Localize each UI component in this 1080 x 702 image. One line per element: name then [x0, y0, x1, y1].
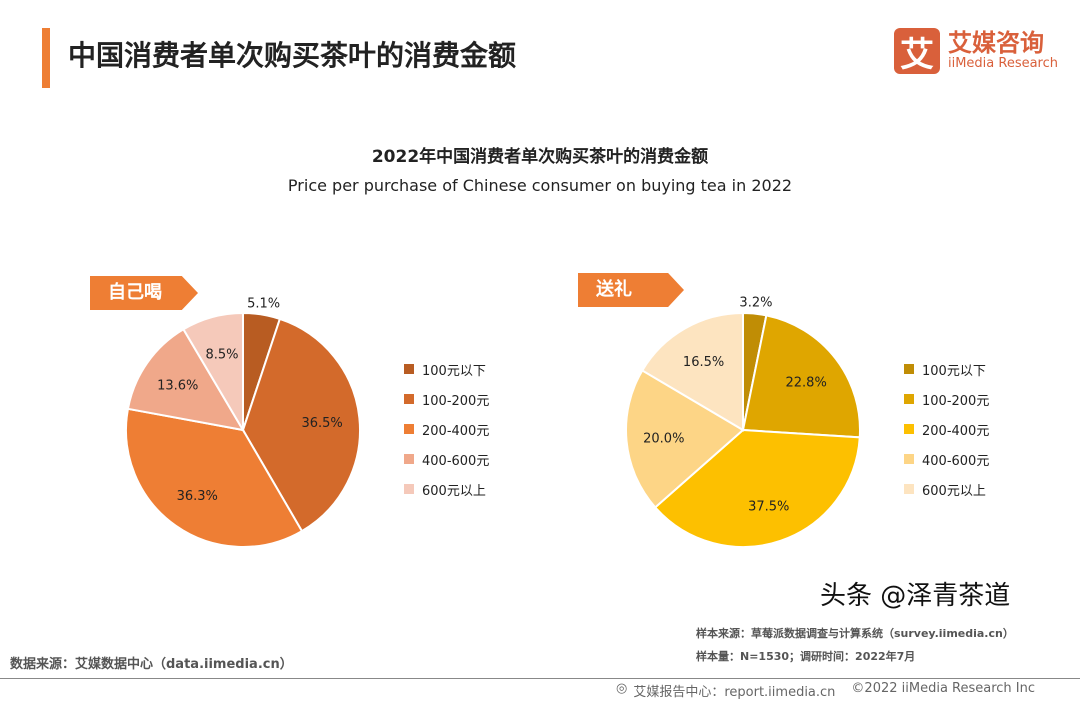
footer-divider — [0, 678, 1080, 679]
legend-item: 100-200元 — [904, 384, 989, 414]
pie-slice — [625, 369, 745, 509]
legend-label: 100-200元 — [922, 393, 990, 409]
report-center: 艾媒报告中心：report.iimedia.cn — [633, 685, 836, 700]
legend-label: 600元以上 — [922, 483, 986, 499]
legend-item: 100元以下 — [404, 354, 489, 384]
pie-slice — [182, 311, 244, 434]
data-source: 数据来源：艾媒数据中心（data.iimedia.cn） — [10, 657, 293, 672]
legend-item: 200-400元 — [904, 414, 989, 444]
legend-item: 600元以上 — [404, 474, 489, 504]
pie-slice — [241, 317, 361, 533]
watermark: 头条 @泽青茶道 — [820, 581, 1011, 611]
slice-label: 13.6% — [157, 378, 198, 393]
legend-swatch — [404, 364, 414, 374]
slice-label: 5.1% — [247, 297, 280, 312]
legend-item: 200-400元 — [404, 414, 489, 444]
logo-en: iiMedia Research — [947, 56, 1058, 71]
slice-label: 36.3% — [177, 489, 218, 504]
accent-bar — [42, 28, 50, 88]
logo-mark: 艾 — [893, 28, 940, 75]
chart-title: 2022年中国消费者单次购买茶叶的消费金额 — [371, 147, 709, 167]
legend-item: 100元以下 — [904, 354, 989, 384]
slice-label: 36.5% — [301, 416, 342, 431]
sample-source: 样本来源：草莓派数据调查与计算系统（survey.iimedia.cn） — [696, 627, 1014, 640]
page-title: 中国消费者单次购买茶叶的消费金额 — [68, 39, 517, 72]
legend-swatch — [404, 394, 414, 404]
legend-swatch — [404, 454, 414, 464]
legend-label: 200-400元 — [422, 423, 490, 439]
legend-gift: 100元以下 100-200元 200-400元 400-600元 600元以上 — [904, 354, 989, 504]
legend-swatch — [904, 394, 914, 404]
globe-icon: ◎ — [616, 681, 628, 696]
tag-gift: 送礼 — [578, 273, 684, 307]
logo-cn: 艾媒咨询 — [947, 29, 1044, 57]
pie-slice — [741, 314, 861, 439]
legend-item: 400-600元 — [904, 444, 989, 474]
pie-slice — [126, 327, 245, 432]
legend-swatch — [904, 424, 914, 434]
legend-label: 200-400元 — [922, 423, 990, 439]
legend-label: 400-600元 — [422, 453, 490, 469]
slice-label: 22.8% — [786, 376, 827, 391]
chart-subtitle: Price per purchase of Chinese consumer o… — [287, 176, 793, 195]
footer-bar: ◎ 艾媒报告中心：report.iimedia.cn ©2022 iiMedia… — [616, 681, 1035, 700]
slice-label: 37.5% — [748, 499, 789, 514]
slice-label: 8.5% — [205, 347, 238, 362]
pie-slice — [640, 311, 744, 432]
legend-label: 100元以下 — [922, 363, 986, 379]
tag-self-drink: 自己喝 — [90, 276, 198, 310]
slice-label: 16.5% — [683, 355, 724, 370]
legend-item: 400-600元 — [404, 444, 489, 474]
legend-label: 600元以上 — [422, 483, 486, 499]
legend-swatch — [904, 454, 914, 464]
legend-swatch — [904, 364, 914, 374]
legend-label: 100元以下 — [422, 363, 486, 379]
legend-label: 400-600元 — [922, 453, 990, 469]
legend-swatch — [404, 484, 414, 494]
pie-slice — [125, 407, 304, 548]
legend-label: 100-200元 — [422, 393, 490, 409]
slice-label: 3.2% — [739, 296, 772, 311]
copyright: ©2022 iiMedia Research Inc — [851, 681, 1036, 696]
slice-label: 20.0% — [643, 431, 684, 446]
sample-size: 样本量：N=1530；调研时间：2022年7月 — [696, 650, 916, 663]
legend-item: 100-200元 — [404, 384, 489, 414]
legend-item: 600元以上 — [904, 474, 989, 504]
legend-swatch — [904, 484, 914, 494]
pie-slice — [653, 428, 861, 548]
logo: 艾 艾媒咨询 iiMedia Research — [893, 28, 1058, 75]
legend-swatch — [404, 424, 414, 434]
legend-self-drink: 100元以下 100-200元 200-400元 400-600元 600元以上 — [404, 354, 489, 504]
